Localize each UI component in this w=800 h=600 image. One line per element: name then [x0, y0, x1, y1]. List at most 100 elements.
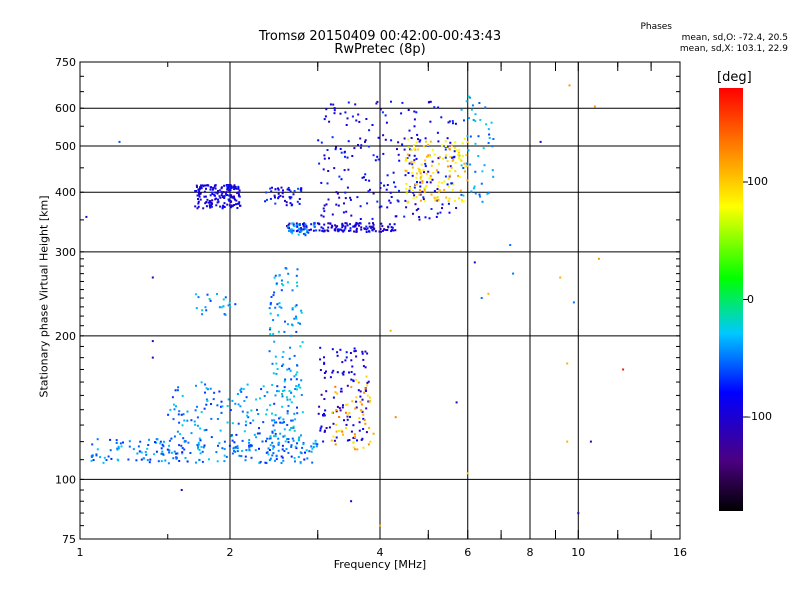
data-point — [204, 383, 207, 386]
data-point — [439, 211, 442, 214]
data-point — [231, 399, 234, 402]
y-tick-label: 500 — [55, 140, 76, 153]
data-point — [352, 446, 355, 449]
data-point — [271, 412, 273, 415]
data-point — [451, 188, 454, 191]
data-point — [210, 191, 213, 194]
data-point — [419, 181, 422, 184]
data-point — [99, 456, 102, 459]
data-point — [215, 191, 218, 194]
data-point — [311, 461, 314, 464]
data-point — [292, 193, 295, 196]
data-point — [353, 347, 356, 350]
data-point — [245, 449, 248, 452]
data-point — [437, 171, 440, 174]
data-point — [414, 203, 417, 206]
data-point — [203, 407, 206, 410]
data-point — [274, 202, 277, 205]
data-point — [285, 267, 288, 270]
data-point — [137, 445, 140, 448]
data-point — [405, 187, 408, 190]
data-point — [300, 434, 302, 437]
data-point — [448, 120, 451, 123]
data-point — [352, 441, 355, 444]
data-point — [394, 215, 397, 218]
data-point — [273, 340, 276, 343]
data-point — [470, 190, 473, 193]
data-point — [277, 314, 279, 317]
data-point — [454, 162, 457, 164]
data-point — [377, 158, 380, 161]
data-point — [426, 181, 429, 184]
data-point — [197, 296, 200, 299]
data-point — [222, 191, 225, 193]
data-point — [382, 134, 385, 137]
data-point — [146, 459, 149, 462]
data-point — [472, 187, 475, 190]
data-point — [286, 281, 289, 284]
data-point — [211, 193, 214, 195]
data-point — [367, 145, 370, 148]
data-point — [96, 438, 99, 441]
data-point — [368, 179, 371, 182]
data-point — [374, 230, 377, 233]
data-point — [346, 156, 349, 159]
data-point — [448, 197, 451, 200]
data-point — [282, 459, 285, 462]
data-point — [466, 165, 469, 168]
data-point — [397, 153, 400, 156]
data-point — [346, 418, 349, 421]
data-point — [271, 362, 274, 365]
data-point — [379, 524, 381, 527]
data-point — [273, 291, 276, 294]
data-point — [204, 306, 207, 309]
data-point — [194, 190, 197, 192]
data-point — [379, 108, 382, 111]
data-point — [362, 365, 365, 368]
x-tick-label: 1 — [77, 546, 84, 559]
data-point — [313, 221, 316, 224]
data-point — [278, 441, 281, 444]
data-point — [345, 427, 347, 429]
data-point — [273, 276, 276, 279]
data-point — [318, 405, 321, 408]
data-point — [212, 186, 215, 189]
data-point — [423, 171, 425, 174]
data-point — [464, 170, 466, 173]
data-point — [424, 159, 427, 162]
data-point — [360, 226, 363, 229]
data-point — [127, 458, 130, 461]
data-point — [290, 196, 293, 199]
data-point — [122, 441, 124, 444]
data-point — [335, 409, 338, 412]
data-point — [296, 281, 298, 284]
data-point — [213, 391, 216, 394]
data-point — [226, 186, 229, 189]
data-point — [90, 459, 93, 462]
data-point — [297, 321, 300, 324]
data-point — [323, 362, 326, 365]
data-point — [288, 188, 291, 191]
data-point — [203, 195, 206, 198]
data-point — [349, 223, 351, 226]
data-point — [323, 412, 325, 415]
data-point — [424, 216, 427, 219]
data-point — [365, 225, 368, 228]
data-point — [256, 432, 259, 435]
data-point — [214, 184, 217, 187]
data-point — [286, 424, 289, 426]
data-point — [271, 431, 274, 434]
data-point — [481, 170, 484, 173]
data-point — [280, 279, 283, 282]
data-point — [423, 190, 426, 193]
data-point — [443, 188, 446, 191]
data-point — [176, 430, 179, 433]
data-point — [404, 174, 407, 177]
data-point — [334, 385, 337, 388]
data-point — [473, 261, 476, 264]
data-point — [319, 427, 322, 430]
data-point — [372, 222, 374, 225]
data-point — [398, 159, 401, 162]
data-point — [128, 445, 131, 448]
y-tick-label: 400 — [55, 186, 76, 199]
